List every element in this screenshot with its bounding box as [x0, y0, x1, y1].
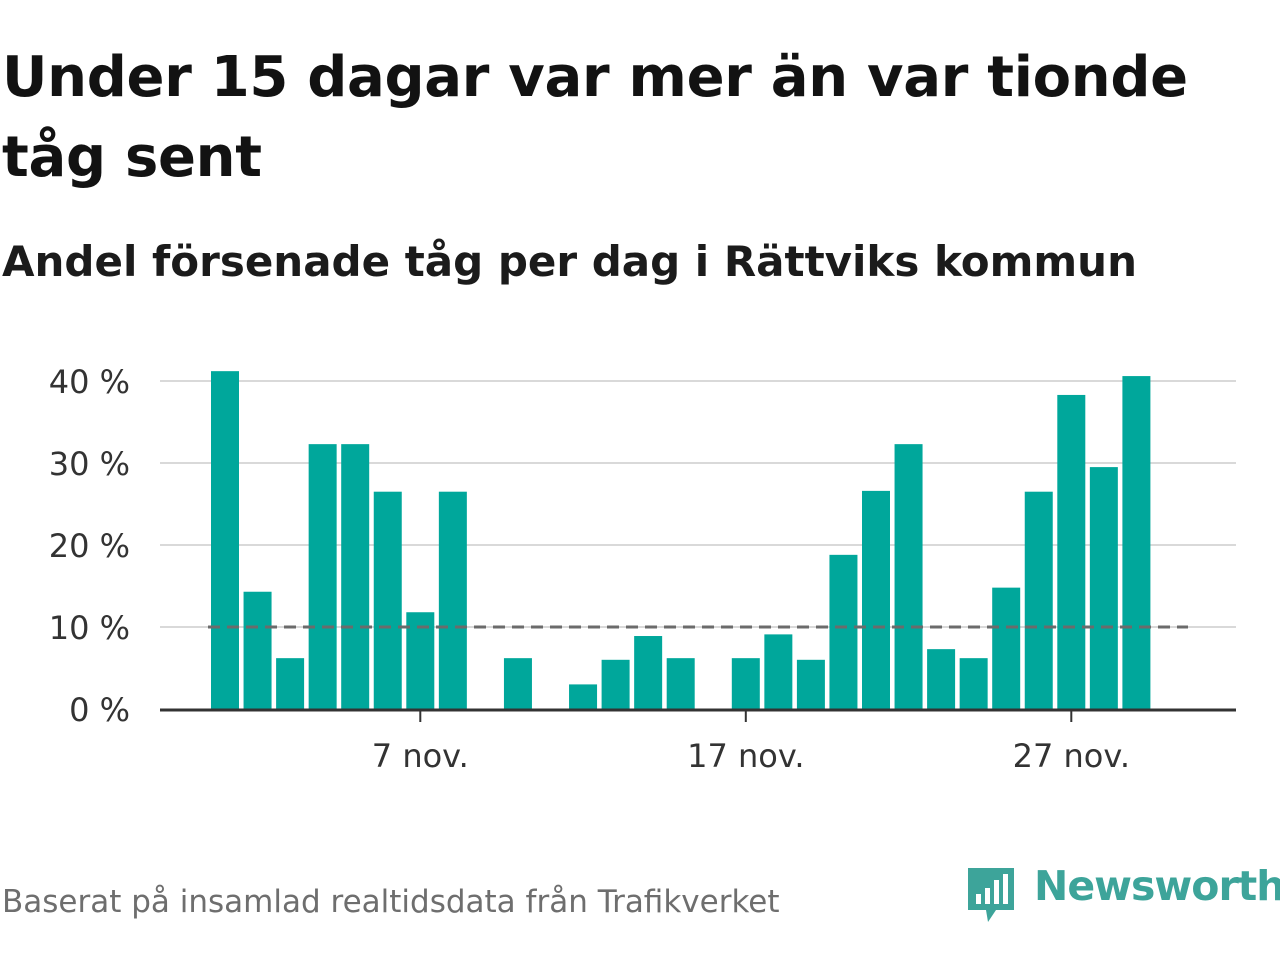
bar — [601, 659, 630, 709]
bar — [829, 554, 858, 709]
bar — [341, 444, 370, 709]
bar — [862, 490, 890, 709]
bar — [764, 634, 793, 709]
bar — [634, 636, 663, 709]
y-tick-label: 10 % — [49, 609, 130, 647]
y-axis-labels: 0 % 10 % 20 % 30 % 40 % — [49, 363, 130, 729]
y-tick-label: 0 % — [69, 691, 130, 729]
bar-chart: 0 % 10 % 20 % 30 % 40 % 7 nov. 17 nov. 27 nov. — [49, 363, 1236, 775]
x-axis: 7 nov. 17 nov. 27 nov. — [160, 708, 1236, 775]
y-tick-label: 40 % — [49, 363, 130, 401]
x-tick-label: 27 nov. — [1013, 737, 1130, 775]
bar — [796, 659, 825, 709]
bar — [731, 658, 760, 709]
newsworthy-logo-icon — [968, 868, 1014, 922]
bar — [211, 371, 239, 709]
bar — [1122, 376, 1151, 709]
source-note: Baserat på insamlad realtidsdata från Tr… — [2, 884, 780, 920]
bar — [438, 491, 467, 709]
bar — [243, 591, 272, 709]
bar — [666, 658, 695, 709]
bar — [569, 684, 598, 709]
brand-name: Newsworthy — [1034, 862, 1280, 910]
bars — [211, 371, 1151, 709]
bar — [927, 649, 956, 709]
chart-title: Under 15 dagar var mer än var tionde tåg… — [2, 45, 1188, 190]
x-tick-label: 7 nov. — [372, 737, 469, 775]
bar — [894, 444, 923, 709]
bar — [1057, 394, 1086, 709]
bar — [959, 658, 988, 709]
bar — [1089, 467, 1118, 709]
bar — [1024, 491, 1053, 709]
y-tick-label: 30 % — [49, 445, 130, 483]
y-tick-label: 20 % — [49, 527, 130, 565]
bar — [308, 444, 337, 709]
bar — [373, 491, 402, 709]
bar — [503, 658, 532, 709]
newsworthy-logo[interactable]: Newsworthy — [964, 862, 1280, 926]
bar — [992, 587, 1021, 709]
grid-lines — [160, 380, 1236, 628]
bar — [276, 658, 305, 709]
chart-subtitle: Andel försenade tåg per dag i Rättviks k… — [2, 237, 1137, 286]
x-tick-label: 17 nov. — [687, 737, 804, 775]
